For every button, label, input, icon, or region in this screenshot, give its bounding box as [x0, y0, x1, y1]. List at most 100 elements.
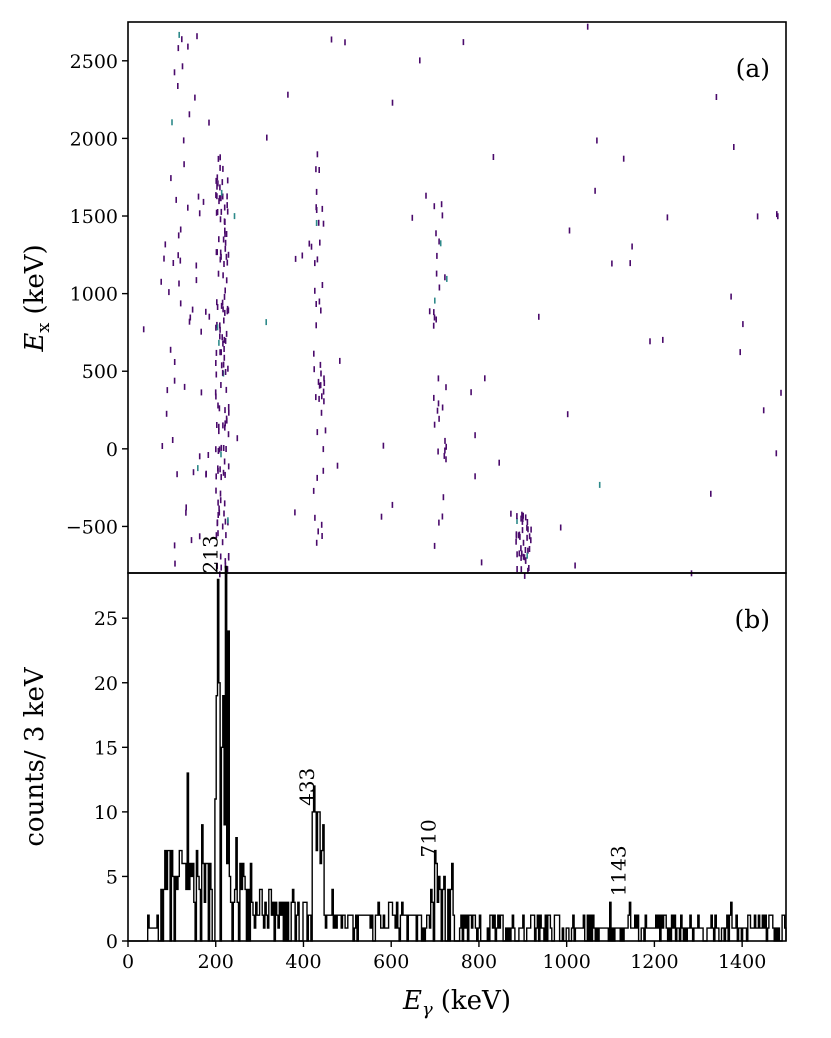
matrix-cell	[528, 565, 530, 571]
matrix-cell	[319, 361, 322, 368]
y-tick-label: 20	[94, 673, 118, 695]
matrix-cell	[574, 562, 576, 569]
matrix-cell	[516, 551, 518, 558]
matrix-cell	[142, 326, 145, 333]
matrix-cell	[330, 36, 333, 43]
matrix-cell	[316, 429, 319, 436]
matrix-cell	[316, 256, 319, 263]
panel-b-frame	[127, 572, 787, 942]
matrix-cell	[164, 241, 167, 248]
matrix-cell	[177, 83, 179, 89]
matrix-cell	[596, 137, 598, 144]
matrix-cell	[227, 404, 230, 410]
matrix-cell	[322, 446, 325, 453]
matrix-cell	[175, 196, 177, 203]
matrix-cell	[339, 357, 341, 364]
matrix-cell	[315, 188, 318, 195]
matrix-cell	[598, 481, 601, 488]
matrix-cells	[142, 23, 782, 579]
matrix-cell	[222, 422, 224, 429]
matrix-cell	[216, 562, 218, 569]
matrix-cell	[320, 307, 322, 314]
matrix-cell	[317, 219, 320, 226]
matrix-cell	[220, 302, 223, 309]
histogram-step-line	[128, 565, 787, 942]
matrix-cell	[197, 465, 199, 472]
matrix-cell	[336, 462, 339, 469]
matrix-cell	[527, 567, 529, 574]
peak-label: 1143	[606, 845, 630, 896]
matrix-cell	[218, 505, 220, 512]
matrix-cell	[176, 471, 178, 478]
matrix-cell	[742, 321, 744, 328]
matrix-cell	[224, 420, 226, 427]
matrix-cell	[226, 566, 229, 573]
matrix-cell	[315, 322, 317, 329]
matrix-cell	[219, 322, 221, 329]
matrix-cell	[321, 282, 324, 288]
matrix-cell	[314, 514, 316, 521]
matrix-cell	[312, 487, 315, 494]
matrix-cell	[181, 63, 184, 70]
matrix-cell	[221, 334, 223, 341]
matrix-cell	[166, 387, 169, 394]
matrix-cell	[215, 446, 217, 453]
matrix-cell	[515, 538, 517, 545]
matrix-cell	[233, 213, 236, 220]
matrix-cell	[188, 318, 191, 325]
matrix-cell	[777, 213, 779, 220]
matrix-cell	[218, 405, 221, 412]
matrix-cell	[215, 249, 218, 256]
matrix-cell	[217, 530, 219, 537]
matrix-cell	[437, 400, 440, 407]
matrix-cell	[226, 202, 228, 209]
matrix-cell	[441, 212, 444, 219]
matrix-cell	[217, 402, 219, 409]
matrix-cell	[227, 431, 230, 438]
matrix-cell	[224, 287, 226, 294]
matrix-cell	[391, 99, 394, 106]
matrix-cell	[185, 509, 187, 516]
matrix-cell	[174, 560, 176, 567]
matrix-cell	[219, 184, 221, 191]
matrix-cell	[315, 204, 317, 211]
matrix-cell	[344, 39, 346, 46]
matrix-cell	[521, 511, 523, 518]
matrix-cell	[443, 452, 446, 459]
matrix-cell	[225, 386, 228, 393]
matrix-cell	[178, 31, 180, 38]
matrix-cell	[220, 195, 222, 202]
matrix-cell	[436, 407, 439, 414]
y-tick-label: 2500	[70, 51, 118, 73]
matrix-cell	[382, 442, 385, 449]
matrix-cell	[215, 371, 218, 378]
matrix-cell	[216, 422, 218, 428]
matrix-cell	[219, 164, 221, 171]
matrix-cell	[315, 394, 317, 401]
matrix-cell	[224, 558, 227, 565]
matrix-cell	[566, 411, 569, 418]
matrix-cell	[216, 519, 219, 526]
panel-a-y-axis-label: Ex (keV)	[20, 244, 54, 352]
matrix-cell	[220, 253, 222, 260]
matrix-cell	[216, 183, 218, 190]
matrix-cell	[440, 201, 443, 208]
panel-b-histogram: 213 433 710 1143 0 5 10 15 20 25 0 200 400 600 800 10…	[20, 535, 787, 1020]
x-tick-label: 200	[198, 951, 234, 973]
matrix-cell	[526, 534, 528, 541]
matrix-cell	[433, 421, 436, 428]
matrix-cell	[200, 328, 202, 335]
matrix-cell	[319, 382, 322, 389]
x-tick-label: 1400	[718, 951, 766, 973]
matrix-cell	[433, 203, 436, 210]
matrix-cell	[208, 119, 210, 126]
matrix-cell	[226, 193, 228, 200]
matrix-cell	[319, 239, 321, 246]
y-tick-label: 5	[106, 866, 118, 888]
matrix-cell	[391, 501, 394, 508]
matrix-cell	[224, 309, 226, 316]
matrix-cell	[225, 277, 228, 284]
matrix-cell	[775, 450, 778, 457]
matrix-cell	[594, 187, 596, 194]
matrix-cell	[445, 443, 447, 450]
